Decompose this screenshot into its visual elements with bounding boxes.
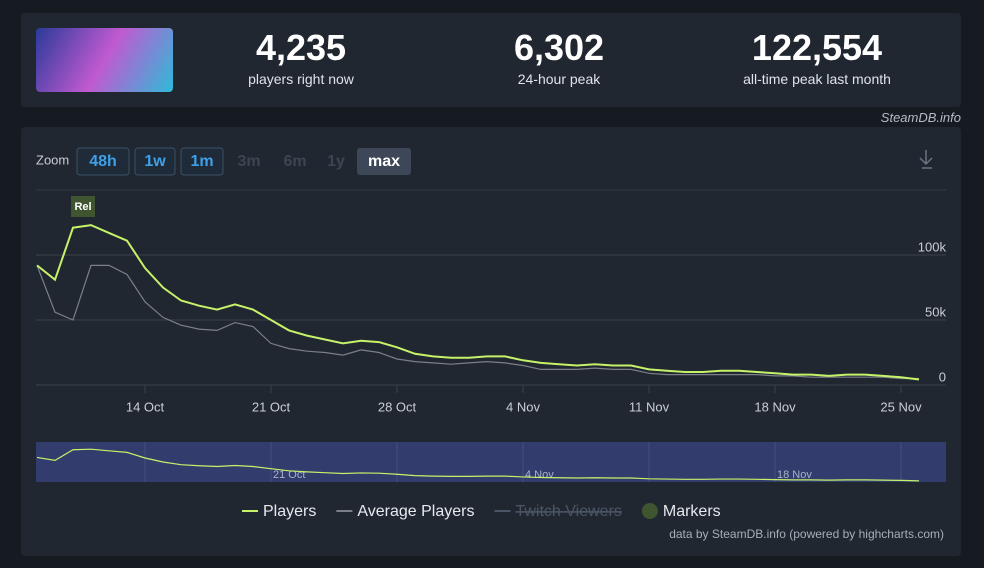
series-line (36, 224, 920, 381)
x-tick-label: 14 Oct (126, 399, 165, 414)
navigator-line (36, 448, 920, 482)
legend-symbol (641, 503, 658, 519)
x-tick-label: 28 Oct (378, 399, 417, 414)
y-tick-label: 100k (918, 239, 947, 254)
y-tick-label: 0 (939, 369, 946, 384)
stat-label: 24-hour peak (517, 71, 601, 87)
x-tick-label: 25 Nov (880, 399, 922, 414)
x-tick-label: 21 Oct (252, 399, 291, 414)
series-line (36, 264, 919, 380)
download-icon[interactable] (919, 150, 933, 169)
zoom-button[interactable] (357, 148, 411, 175)
navigator-label: 21 Oct (273, 469, 305, 481)
stats-bar: 4,235 players right now 6,302 24-hour peak… (21, 13, 961, 107)
legend-label[interactable]: Average Players (357, 503, 474, 520)
zoom-button[interactable] (134, 147, 176, 176)
game-image (36, 28, 173, 92)
stat: 6,302 24-hour peak (449, 27, 669, 87)
navigator-label: 4 Nov (525, 469, 554, 481)
zoom-button-label: 6m (283, 153, 306, 170)
zoom-button[interactable] (180, 147, 224, 176)
zoom-button-label: max (368, 153, 400, 170)
credit: data by SteamDB.info (powered by highcha… (669, 527, 944, 541)
x-tick-label: 4 Nov (506, 399, 540, 414)
chart-panel (21, 127, 961, 556)
zoom-button-label: 3m (237, 153, 260, 170)
zoom-button-label: 48h (89, 153, 117, 170)
zoom-button[interactable] (76, 147, 130, 176)
legend-label[interactable]: Players (263, 503, 316, 520)
legend-label[interactable]: Markers (663, 503, 721, 520)
x-tick-label: 11 Nov (629, 399, 670, 414)
zoom-button-label: 1y (327, 153, 345, 170)
zoom-button-label: 1w (144, 153, 166, 170)
navigator[interactable] (36, 442, 946, 482)
annotation-text: Rel (74, 201, 91, 213)
annotation-box (71, 196, 95, 217)
stat-label: players right now (248, 71, 354, 87)
stat-value: 122,554 (751, 27, 883, 68)
stat: 122,554 all-time peak last month (707, 27, 927, 87)
y-tick-label: 50k (925, 304, 946, 319)
legend-label[interactable]: Twitch Viewers (515, 503, 621, 520)
stat: 4,235 players right now (191, 27, 411, 87)
stat-value: 6,302 (513, 27, 605, 68)
zoom-button-label: 1m (190, 153, 213, 170)
zoom-label: Zoom (36, 152, 69, 167)
stat-label: all-time peak last month (743, 71, 891, 87)
source: SteamDB.info (880, 110, 961, 125)
navigator-label: 18 Nov (777, 469, 812, 481)
x-tick-label: 18 Nov (754, 399, 796, 414)
stat-value: 4,235 (255, 27, 347, 68)
